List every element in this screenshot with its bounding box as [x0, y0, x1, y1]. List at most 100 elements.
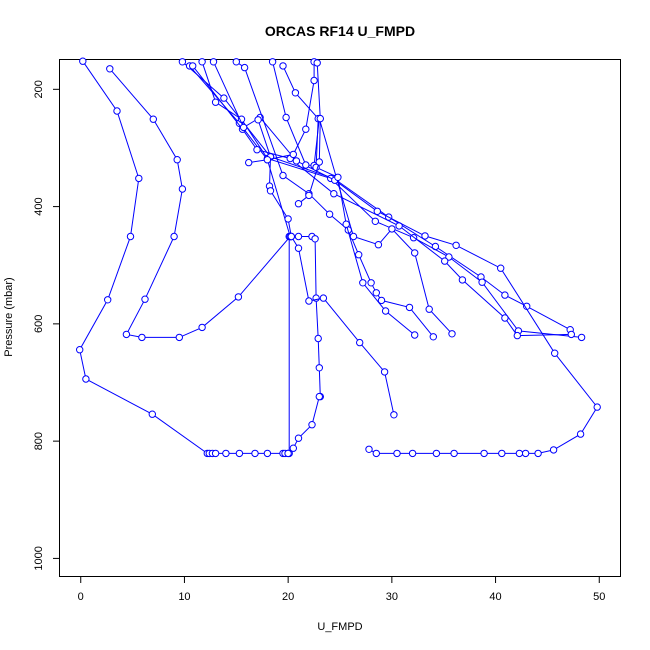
data-point [577, 333, 586, 342]
data-point [390, 411, 398, 419]
data-point [356, 338, 364, 347]
data-point [126, 232, 135, 241]
data-point [316, 114, 324, 123]
data-point [302, 125, 310, 133]
y-axis: 200 400 600 800 1000 [33, 80, 60, 571]
data-point [302, 161, 310, 169]
data-point [425, 305, 433, 313]
data-point [315, 392, 323, 401]
data-point [365, 445, 373, 453]
data-series-7 [209, 58, 601, 458]
data-point [371, 217, 379, 226]
data-point [294, 244, 303, 252]
data-point [429, 333, 437, 341]
data-point [232, 58, 241, 66]
x-tick-label: 40 [489, 591, 501, 603]
data-point [342, 220, 350, 228]
data-point [220, 94, 228, 102]
data-point [381, 307, 390, 315]
x-tick-label: 10 [178, 591, 190, 603]
y-axis-label: Pressure (mbar) [3, 277, 15, 356]
x-axis: 0 10 20 30 40 50 [78, 576, 605, 603]
data-point [319, 294, 328, 302]
data-point [349, 232, 358, 241]
data-point [432, 449, 441, 458]
data-point [222, 449, 230, 458]
y-tick-label: 600 [33, 315, 45, 333]
data-point [521, 449, 530, 458]
data-point [551, 349, 559, 357]
data-point [334, 173, 342, 182]
data-point [263, 449, 272, 458]
data-series-5 [198, 58, 586, 342]
data-point [576, 430, 585, 438]
data-point [178, 58, 187, 66]
data-point [251, 449, 259, 458]
data-point [287, 232, 295, 241]
data-point [268, 58, 277, 66]
data-series-group [76, 57, 601, 458]
data-point [294, 232, 303, 241]
data-point [373, 207, 381, 216]
data-point [359, 279, 367, 287]
data-point [315, 158, 323, 166]
data-point [515, 449, 524, 458]
series-line [257, 119, 395, 415]
data-point [254, 116, 262, 124]
data-point [314, 334, 322, 343]
y-tick-label: 400 [33, 197, 45, 215]
data-point [170, 232, 178, 241]
data-point [141, 295, 149, 303]
data-point [292, 157, 301, 165]
data-point [284, 215, 292, 223]
data-point [279, 171, 287, 180]
data-point [289, 150, 297, 159]
data-point [497, 264, 505, 272]
data-point [448, 330, 456, 338]
data-point [441, 257, 449, 265]
data-point [198, 323, 206, 332]
data-point [405, 303, 414, 312]
data-point [330, 190, 338, 198]
data-point [284, 449, 292, 458]
data-point [239, 123, 248, 132]
data-point [178, 185, 187, 193]
data-point [393, 449, 401, 458]
y-tick-label: 200 [33, 80, 45, 98]
data-point [282, 113, 290, 122]
data-point [308, 421, 316, 429]
data-point [374, 241, 383, 249]
data-point [480, 449, 488, 458]
data-point [315, 364, 323, 372]
data-point [82, 375, 90, 383]
data-point [198, 58, 206, 66]
data-point [325, 210, 334, 218]
data-point [408, 449, 417, 458]
data-point [458, 276, 467, 284]
data-point [501, 291, 509, 299]
data-point [411, 331, 419, 339]
x-tick-label: 50 [593, 591, 605, 603]
data-point [113, 107, 121, 115]
data-point [294, 200, 303, 208]
y-tick-label: 800 [33, 432, 45, 450]
data-point [211, 98, 220, 106]
data-point [234, 293, 243, 301]
data-point [534, 449, 542, 458]
data-point [173, 156, 181, 164]
data-point [148, 410, 157, 418]
data-point [593, 403, 601, 411]
data-point [411, 249, 419, 257]
data-point [478, 278, 486, 286]
data-point [189, 62, 197, 70]
data-point [380, 368, 389, 376]
data-point [104, 296, 112, 304]
chart-title: ORCAS RF14 U_FMPD [265, 23, 415, 39]
data-point [367, 279, 375, 287]
data-point [240, 63, 249, 72]
data-series-8 [254, 116, 398, 419]
data-point [513, 331, 521, 340]
series-line [213, 61, 598, 454]
data-point [266, 187, 275, 195]
